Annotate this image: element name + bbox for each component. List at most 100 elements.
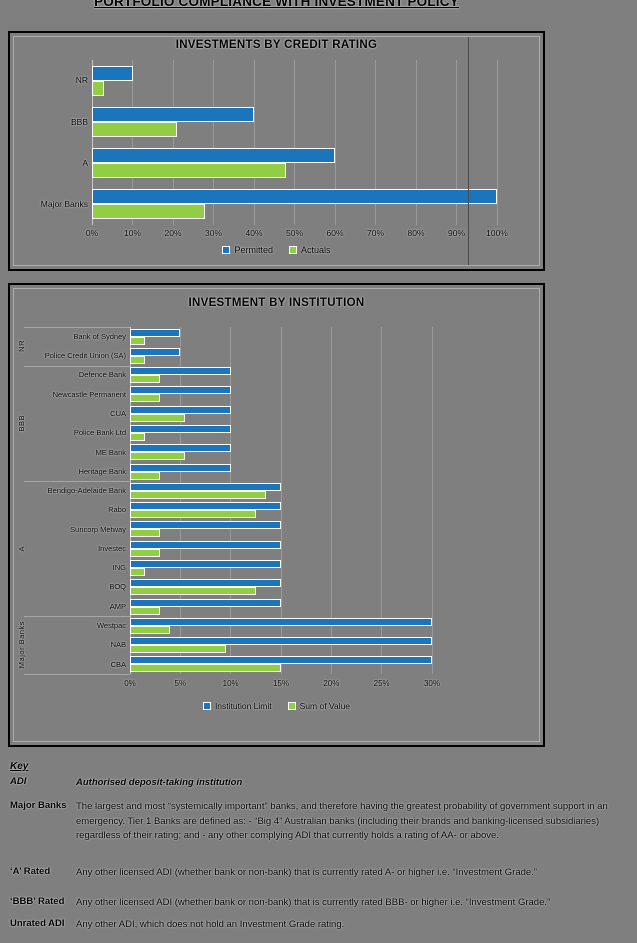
x-tick-label: 40% — [245, 228, 263, 238]
bar-institution-limit — [130, 579, 281, 588]
category-label: Bank of Sydney — [73, 331, 126, 341]
gridline — [334, 60, 336, 225]
bar-institution-limit — [130, 328, 181, 337]
bar-institution-limit — [130, 425, 231, 434]
x-tick-label: 20% — [164, 228, 182, 238]
legend-item: Sum of Value — [287, 701, 350, 711]
bar-institution-limit — [130, 482, 281, 491]
x-tick-label: 60% — [326, 228, 344, 238]
category-label: Investec — [98, 543, 126, 553]
bar-sum-of-value — [130, 355, 146, 364]
legend-label: Institution Limit — [214, 701, 272, 711]
bar-institution-limit — [130, 347, 181, 356]
key-definition: Any other licensed ADI (whether bank or … — [76, 897, 551, 908]
group-label-text: BBB — [16, 415, 26, 432]
legend-swatch-sum-of-value — [287, 702, 296, 710]
bar-sum-of-value — [130, 433, 146, 442]
x-tick-label: 70% — [366, 228, 384, 238]
bar-institution-limit — [130, 617, 432, 626]
gridline — [253, 60, 255, 225]
gridline — [132, 60, 133, 225]
bar-sum-of-value — [130, 336, 146, 345]
bar-institution-limit — [130, 502, 281, 511]
bar-actuals — [92, 204, 206, 220]
key-row-adi: ADI Authorised deposit-taking institutio… — [10, 776, 634, 791]
group-label-text: NR — [16, 340, 26, 353]
category-label: Police Credit Union (SA) — [44, 351, 126, 361]
bar-sum-of-value — [130, 510, 256, 519]
chart-legend: Permitted Actuals — [10, 245, 543, 255]
key-definition: Any other licensed ADI (whether bank or … — [76, 867, 537, 878]
y-axis-line — [92, 60, 93, 225]
group-separator — [24, 481, 130, 483]
x-tick-label: 30% — [423, 679, 440, 688]
legend-item: Permitted — [222, 245, 273, 255]
gridline — [456, 60, 457, 225]
group-separator — [24, 674, 130, 675]
x-tick-label: 5% — [174, 679, 187, 688]
category-label: BOQ — [109, 582, 126, 592]
legend-label: Actuals — [301, 245, 331, 255]
bar-institution-limit — [130, 656, 432, 665]
group-label: A — [14, 481, 28, 616]
category-label: Bendigo-Adelaide Bank — [47, 486, 126, 496]
bar-institution-limit — [130, 559, 281, 568]
category-label: BBB — [70, 116, 88, 127]
bar-institution-limit — [130, 444, 231, 453]
category-label: NAB — [110, 640, 126, 650]
x-tick-label: 30% — [204, 228, 222, 238]
legend-swatch-institution-limit — [202, 702, 211, 710]
bar-sum-of-value — [130, 664, 281, 673]
bar-sum-of-value — [130, 394, 161, 403]
gridline — [431, 327, 433, 674]
bar-sum-of-value — [130, 645, 226, 654]
bar-sum-of-value — [130, 548, 161, 557]
bar-sum-of-value — [130, 606, 161, 615]
key-term: Major Banks — [10, 800, 67, 811]
group-label: NR — [14, 327, 28, 366]
y-axis-line — [130, 327, 131, 674]
x-tick-label: 100% — [486, 228, 508, 238]
gridline — [213, 60, 214, 225]
x-tick-label: 80% — [407, 228, 425, 238]
group-separator — [24, 365, 130, 367]
bar-sum-of-value — [130, 587, 256, 596]
investments-by-credit-rating-chart: INVESTMENTS BY CREDIT RATING Permitted Ac… — [8, 31, 545, 271]
key-term: Unrated ADI — [10, 918, 65, 929]
x-tick-label: 0% — [124, 679, 136, 688]
legend-label: Permitted — [234, 245, 273, 255]
key-term: ADI — [10, 776, 27, 787]
investment-by-institution-chart: INVESTMENT BY INSTITUTION Institution Li… — [8, 283, 545, 747]
category-label: ING — [112, 563, 126, 573]
category-label: A — [82, 157, 88, 168]
key-row-major-banks: Major Banks The largest and most “system… — [10, 800, 634, 844]
gridline — [375, 60, 376, 225]
x-tick-label: 50% — [285, 228, 303, 238]
bar-sum-of-value — [130, 567, 146, 576]
bar-sum-of-value — [130, 490, 266, 499]
gridline — [280, 327, 282, 674]
x-tick-label: 10% — [123, 228, 141, 238]
gridline — [294, 60, 295, 225]
plot-area — [92, 60, 498, 225]
group-label-text: Major Banks — [16, 621, 26, 669]
group-separator — [24, 327, 130, 328]
group-label: Major Banks — [14, 616, 28, 674]
legend-item: Institution Limit — [202, 701, 272, 711]
gridline — [415, 60, 417, 225]
legend-swatch-actuals — [289, 246, 297, 254]
bar-institution-limit — [130, 405, 231, 414]
category-label: ME Bank — [95, 447, 126, 457]
bar-sum-of-value — [130, 625, 171, 634]
key-definition: The largest and most “systemically impor… — [76, 801, 608, 841]
chart-title: INVESTMENT BY INSTITUTION — [188, 297, 365, 309]
x-tick-label: 15% — [272, 679, 289, 688]
gridline — [381, 327, 383, 674]
gridline — [172, 60, 174, 225]
bar-actuals — [92, 121, 178, 137]
category-label: Heritage Bank — [78, 466, 126, 476]
chart-title: INVESTMENTS BY CREDIT RATING — [175, 39, 378, 51]
legend-swatch-permitted — [222, 246, 231, 254]
category-label: Rabo — [108, 505, 126, 515]
x-tick-label: 0% — [85, 228, 99, 238]
